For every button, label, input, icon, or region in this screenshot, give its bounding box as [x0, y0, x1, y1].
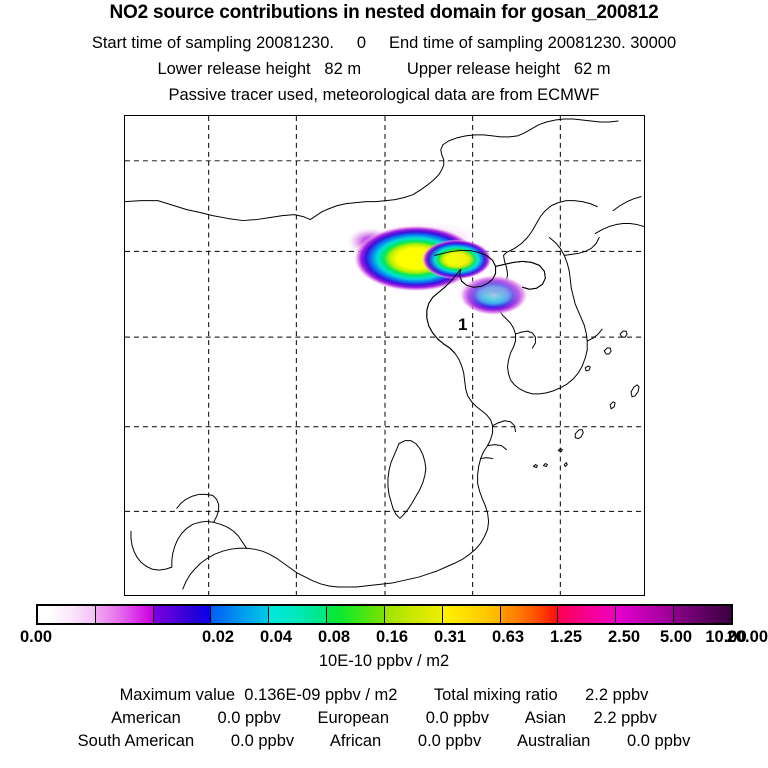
- footer-region-row-1: American 0.0 ppbv European 0.0 ppbv Asia…: [111, 709, 657, 727]
- colorbar-segment-10: [616, 606, 675, 623]
- colorbar-tick-0: 0.00: [19, 628, 53, 646]
- colorbar-tick-11: 20.00: [726, 628, 768, 646]
- sampling-times-line: Start time of sampling 20081230. 0 End t…: [91, 34, 677, 52]
- colorbar-tick-2: 0.04: [259, 628, 293, 646]
- colorbar-segment-6: [384, 606, 443, 623]
- colorbar-tick-7: 1.25: [549, 628, 583, 646]
- colorbar: [36, 604, 733, 625]
- colorbar-tick-labels: 0.00 0.02 0.04 0.08 0.16 0.31 0.63 1.25 …: [0, 628, 768, 650]
- plume-main-east: [421, 239, 492, 280]
- colorbar-segment-8: [500, 606, 559, 623]
- colorbar-segment-7: [442, 606, 501, 623]
- plume-layer: [347, 220, 540, 316]
- colorbar-segment-3: [211, 606, 270, 623]
- colorbar-tick-3: 0.08: [317, 628, 351, 646]
- colorbar-tick-10: 10.00: [705, 628, 747, 646]
- colorbar-segment-9: [558, 606, 617, 623]
- colorbar-segment-4: [269, 606, 328, 623]
- coastline-overlay: [426, 249, 546, 354]
- colorbar-tick-5: 0.31: [433, 628, 467, 646]
- colorbar-segment-5: [327, 606, 385, 623]
- colorbar-tick-6: 0.63: [491, 628, 525, 646]
- release-heights-line: Lower release height 82 m Upper release …: [157, 60, 611, 78]
- footer-stats: Maximum value 0.136E-09 ppbv / m2 Total …: [0, 686, 768, 751]
- plume-secondary-halo: [451, 274, 540, 309]
- footer-max-and-total: Maximum value 0.136E-09 ppbv / m2 Total …: [119, 686, 649, 704]
- grid-lines: [125, 116, 644, 595]
- colorbar-tick-1: 0.02: [201, 628, 235, 646]
- map-vector-layer: [125, 116, 644, 595]
- page-title: NO2 source contributions in nested domai…: [109, 2, 659, 23]
- colorbar-tick-9: 5.00: [659, 628, 693, 646]
- colorbar-segment-11: [674, 606, 731, 623]
- colorbar-tick-8: 2.50: [607, 628, 641, 646]
- tracer-info-line: Passive tracer used, meteorological data…: [168, 86, 600, 104]
- colorbar-tick-4: 0.16: [375, 628, 409, 646]
- colorbar-segment-0: [38, 606, 96, 623]
- footer-region-row-2: South American 0.0 ppbv African 0.0 ppbv…: [77, 732, 691, 750]
- release-point-label: 1: [458, 315, 468, 334]
- map-plot-area: 1: [124, 115, 645, 596]
- colorbar-segment-1: [95, 606, 154, 623]
- colorbar-unit-label: 10E-10 ppbv / m2: [318, 652, 450, 670]
- colorbar-segment-2: [153, 606, 212, 623]
